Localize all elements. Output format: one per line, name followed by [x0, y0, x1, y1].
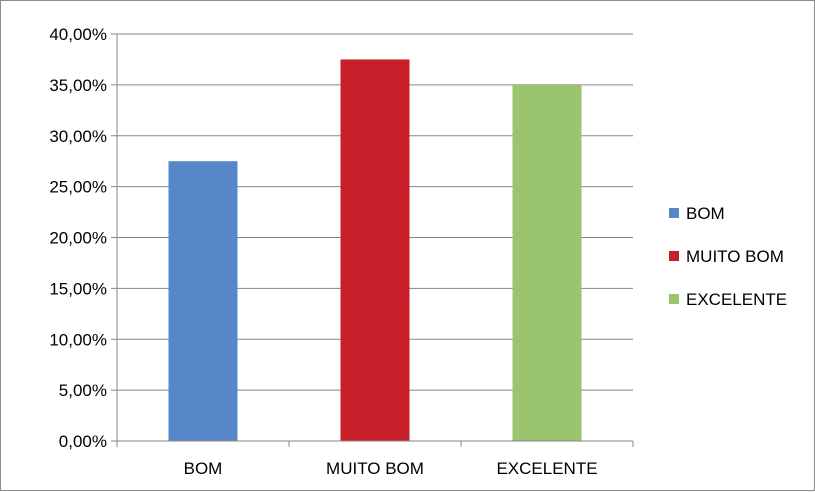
bars	[168, 59, 582, 441]
legend-swatch	[669, 251, 679, 261]
y-tick-label: 0,00%	[59, 432, 107, 451]
y-tick-label: 15,00%	[49, 279, 107, 298]
bar-muito-bom	[340, 59, 410, 441]
y-tick-label: 25,00%	[49, 178, 107, 197]
legend: BOM MUITO BOM EXCELENTE	[669, 204, 787, 309]
x-category-label: BOM	[184, 459, 223, 478]
y-axis-tick-labels: 0,00% 5,00% 10,00% 15,00% 20,00% 25,00% 30,00%…	[49, 25, 107, 451]
y-tick-label: 20,00%	[49, 229, 107, 248]
x-category-label: EXCELENTE	[496, 459, 597, 478]
y-tick-label: 5,00%	[59, 381, 107, 400]
y-tick-label: 10,00%	[49, 330, 107, 349]
x-category-label: MUITO BOM	[326, 459, 424, 478]
bar-bom	[168, 161, 238, 441]
y-tick-label: 35,00%	[49, 76, 107, 95]
axes	[111, 33, 634, 447]
legend-swatch	[669, 208, 679, 218]
y-tick-label: 30,00%	[49, 127, 107, 146]
legend-label: EXCELENTE	[686, 290, 787, 309]
y-tick-label: 40,00%	[49, 25, 107, 44]
legend-label: MUITO BOM	[686, 247, 784, 266]
bar-excelente	[512, 84, 582, 441]
legend-swatch	[669, 294, 679, 304]
x-axis-category-labels: BOM MUITO BOM EXCELENTE	[184, 459, 598, 478]
legend-label: BOM	[686, 204, 725, 223]
